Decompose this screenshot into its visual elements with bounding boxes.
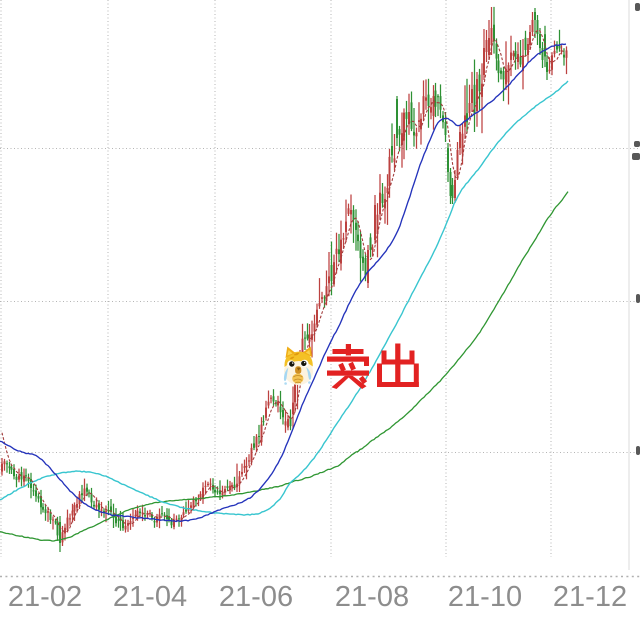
svg-text:21-10: 21-10: [448, 581, 522, 613]
svg-text:21-12: 21-12: [553, 581, 627, 613]
svg-text:21-02: 21-02: [8, 581, 82, 613]
svg-text:21-08: 21-08: [335, 581, 409, 613]
svg-text:21-04: 21-04: [113, 581, 187, 613]
svg-text:21-06: 21-06: [219, 581, 293, 613]
